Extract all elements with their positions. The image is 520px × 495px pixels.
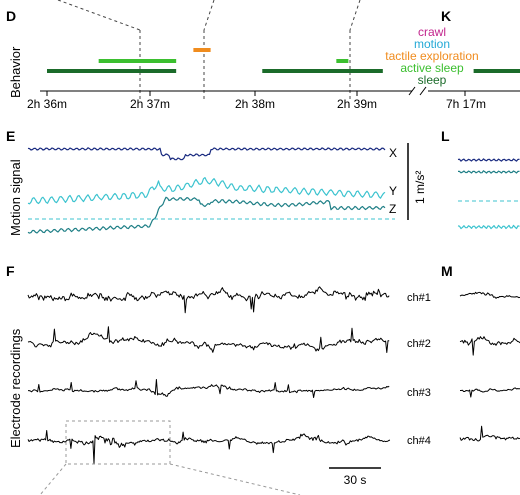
time-scale-label: 30 s — [344, 473, 367, 487]
zoom-connectors-top — [57, 0, 361, 100]
motion-trace-z — [27, 196, 386, 234]
electrode-recordings-axis-label: Electrode recordings — [8, 328, 23, 448]
time-tick-label: 2h 38m — [235, 97, 275, 111]
electrode-trace-ch2-right — [459, 336, 520, 356]
time-tick-label: 2h 36m — [27, 97, 67, 111]
electrode-trace-ch1-right — [459, 291, 520, 299]
electrode-trace-ch3-right — [460, 387, 520, 398]
panel-letter-e: E — [6, 128, 15, 144]
zoom-box — [65, 420, 171, 465]
legend-active-sleep: active sleep — [400, 61, 464, 75]
zoom-connector-line — [349, 0, 361, 31]
panel-letter-m: M — [441, 263, 453, 279]
time-tick-label: 2h 37m — [130, 97, 170, 111]
acceleration-scale-label: 1 m/s² — [413, 171, 427, 204]
zoom-connector-line — [203, 0, 215, 31]
electrode-trace-ch4 — [27, 430, 391, 464]
behavior-axis-label: Behavior — [8, 46, 23, 98]
legend-motion: motion — [414, 37, 450, 51]
channel-label-3: ch#3 — [407, 387, 431, 399]
legend-sleep: sleep — [418, 73, 447, 87]
behavior-legend: crawl motion tactile exploration active … — [385, 25, 478, 87]
panel-letter-f: F — [6, 263, 15, 279]
panel-letter-k: K — [441, 8, 451, 24]
time-tick-label: 7h 17m — [446, 97, 486, 111]
component-label-y: Y — [389, 184, 397, 198]
zoom-connector-line — [39, 463, 67, 495]
legend-tactile-exploration: tactile exploration — [385, 49, 478, 63]
motion-signal-traces — [27, 147, 520, 234]
channel-label-1: ch#1 — [407, 292, 431, 304]
component-label-x: X — [389, 146, 397, 160]
electrode-trace-ch3 — [28, 379, 390, 398]
legend-crawl: crawl — [418, 25, 446, 39]
channel-label-4: ch#4 — [407, 435, 431, 447]
motion-trace-y — [27, 177, 386, 205]
component-label-z: Z — [389, 202, 396, 216]
axis-break-mark — [419, 86, 427, 96]
behavior-bouts — [47, 48, 520, 73]
channel-label-2: ch#2 — [407, 338, 431, 350]
behavior-time-axis — [40, 86, 520, 96]
electrode-trace-ch2 — [27, 326, 390, 353]
motion-trace-y-right — [457, 224, 520, 230]
zoom-connector-line — [57, 0, 141, 31]
motion-signal-axis-label: Motion signal — [8, 159, 23, 236]
panel-letter-l: L — [441, 128, 450, 144]
time-tick-label: 2h 39m — [337, 97, 377, 111]
axis-break-mark — [408, 86, 416, 96]
electrode-trace-ch1 — [27, 286, 390, 314]
motion-trace-x — [27, 147, 386, 161]
motion-trace-x-right — [457, 158, 520, 162]
electrode-traces — [27, 286, 520, 464]
electrode-trace-ch4-right — [459, 425, 520, 442]
motion-trace-z-right — [458, 170, 520, 174]
zoom-connector-line — [169, 463, 301, 495]
panel-letter-d: D — [6, 8, 16, 24]
